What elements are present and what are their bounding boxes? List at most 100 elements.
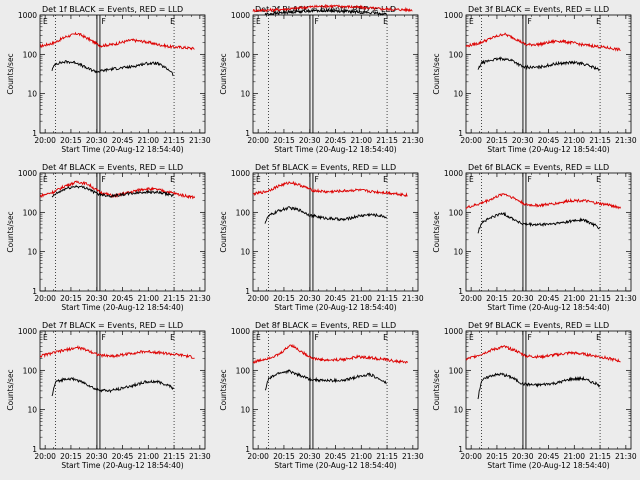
y-tick-label: 1000 <box>231 11 250 20</box>
events-series-line <box>264 206 387 224</box>
x-tick-label: 20:30 <box>512 452 534 461</box>
x-axis-label: Start Time (20-Aug-12 18:54:40) <box>487 303 609 312</box>
x-tick-label: 20:00 <box>247 452 269 461</box>
x-axis-label: Start Time (20-Aug-12 18:54:40) <box>274 461 396 470</box>
x-tick-label: 21:00 <box>563 452 585 461</box>
y-tick-label: 100 <box>23 366 38 375</box>
marker-letter: E <box>170 333 175 342</box>
y-axis-label: Counts/sec <box>6 53 15 94</box>
y-tick-label: 100 <box>236 50 251 59</box>
x-axis-label: Start Time (20-Aug-12 18:54:40) <box>487 461 609 470</box>
x-tick-label: 21:15 <box>163 452 185 461</box>
x-tick-label: 20:30 <box>299 294 321 303</box>
y-tick-label: 1 <box>32 129 37 138</box>
plot-frame <box>252 172 419 292</box>
x-tick-label: 20:45 <box>325 294 347 303</box>
x-tick-label: 20:30 <box>512 136 534 145</box>
y-tick-label: 1000 <box>444 169 463 178</box>
x-tick-label: 20:15 <box>273 136 295 145</box>
x-tick-label: 21:15 <box>163 294 185 303</box>
lld-series-line <box>252 180 408 198</box>
marker-letter: E <box>596 17 601 26</box>
x-tick-label: 20:45 <box>325 136 347 145</box>
y-tick-label: 1000 <box>444 327 463 336</box>
y-tick-label: 1 <box>458 129 463 138</box>
marker-letter: E <box>256 17 261 26</box>
marker-letter: F <box>527 175 531 184</box>
y-tick-label: 100 <box>449 208 464 217</box>
x-tick-label: 20:00 <box>34 136 56 145</box>
y-tick-label: 1 <box>245 129 250 138</box>
x-tick-label: 20:30 <box>86 294 108 303</box>
marker-letter: E <box>383 17 388 26</box>
marker-letter: E <box>256 333 261 342</box>
y-axis-label: Counts/sec <box>432 369 441 410</box>
marker-letter: F <box>314 333 318 342</box>
lld-series-line <box>465 345 621 363</box>
lld-series-line <box>465 32 621 52</box>
y-axis-label: Counts/sec <box>219 369 228 410</box>
y-axis-label: Counts/sec <box>6 369 15 410</box>
y-tick-label: 1000 <box>18 327 37 336</box>
x-tick-label: 20:15 <box>60 294 82 303</box>
x-tick-label: 20:00 <box>34 294 56 303</box>
x-tick-label: 20:00 <box>460 452 482 461</box>
x-tick-label: 20:15 <box>486 452 508 461</box>
x-tick-label: 21:15 <box>376 452 398 461</box>
marker-letter: E <box>596 175 601 184</box>
events-series-line <box>51 59 174 77</box>
panel-2: Det 2f BLACK = Events, RED = LLD 1 10 100 10… <box>219 3 424 154</box>
panel-title: Det 8f BLACK = Events, RED = LLD <box>255 321 396 330</box>
y-tick-label: 10 <box>240 248 250 257</box>
y-tick-label: 1 <box>32 445 37 454</box>
panel-4: Det 4f BLACK = Events, RED = LLD 1 10 100 10… <box>6 163 211 312</box>
x-tick-label: 21:00 <box>350 452 372 461</box>
x-tick-label: 20:00 <box>247 294 269 303</box>
marker-letter: E <box>43 17 48 26</box>
marker-letter: F <box>101 175 105 184</box>
events-series-line <box>477 372 600 400</box>
lld-series-line <box>252 3 413 13</box>
marker-letter: F <box>101 17 105 26</box>
marker-letter: F <box>314 175 318 184</box>
x-axis-label: Start Time (20-Aug-12 18:54:40) <box>61 461 183 470</box>
events-series-line <box>264 7 387 16</box>
plot-frame <box>465 172 632 292</box>
x-tick-label: 20:45 <box>538 452 560 461</box>
x-tick-label: 21:30 <box>402 136 424 145</box>
marker-letter: F <box>314 17 318 26</box>
y-tick-label: 1 <box>458 445 463 454</box>
x-axis-label: Start Time (20-Aug-12 18:54:40) <box>61 145 183 154</box>
y-tick-label: 10 <box>27 406 37 415</box>
panel-title: Det 1f BLACK = Events, RED = LLD <box>42 5 183 14</box>
y-tick-label: 1 <box>245 445 250 454</box>
marker-letter: E <box>469 333 474 342</box>
panel-9: Det 9f BLACK = Events, RED = LLD 1 10 100 10… <box>432 321 637 470</box>
y-axis-label: Counts/sec <box>219 211 228 252</box>
x-axis-label: Start Time (20-Aug-12 18:54:40) <box>274 145 396 154</box>
y-tick-label: 10 <box>240 90 250 99</box>
x-tick-label: 20:30 <box>299 136 321 145</box>
x-tick-label: 20:45 <box>112 294 134 303</box>
x-tick-label: 21:15 <box>589 136 611 145</box>
y-axis-label: Counts/sec <box>219 53 228 94</box>
y-axis-label: Counts/sec <box>6 211 15 252</box>
x-tick-label: 20:15 <box>60 452 82 461</box>
panel-8: Det 8f BLACK = Events, RED = LLD 1 10 100 10… <box>219 321 424 470</box>
y-tick-label: 10 <box>453 90 463 99</box>
panel-6: Det 6f BLACK = Events, RED = LLD 1 10 100 10… <box>432 163 637 312</box>
x-tick-label: 21:00 <box>137 294 159 303</box>
panel-5: Det 5f BLACK = Events, RED = LLD 1 10 100 10… <box>219 163 424 312</box>
y-tick-label: 10 <box>27 90 37 99</box>
plot-frame <box>252 330 419 450</box>
y-tick-label: 10 <box>240 406 250 415</box>
y-tick-label: 1000 <box>444 11 463 20</box>
x-tick-label: 21:30 <box>615 294 637 303</box>
marker-letter: E <box>43 333 48 342</box>
x-tick-label: 21:15 <box>376 136 398 145</box>
marker-letter: E <box>596 333 601 342</box>
panel-7: Det 7f BLACK = Events, RED = LLD 1 10 100 10… <box>6 321 211 470</box>
plot-frame <box>39 14 206 134</box>
x-tick-label: 21:00 <box>137 136 159 145</box>
marker-letter: E <box>383 175 388 184</box>
